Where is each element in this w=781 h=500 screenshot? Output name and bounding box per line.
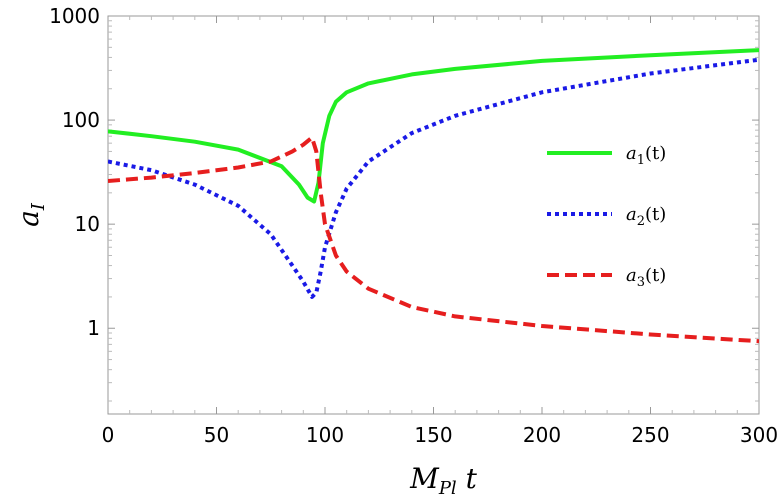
series-line-3 bbox=[108, 135, 759, 344]
x-tick-label: 100 bbox=[306, 423, 344, 447]
legend-label-1: a1(t) bbox=[626, 143, 666, 168]
y-tick-label: 1000 bbox=[49, 4, 100, 28]
y-tick-label: 10 bbox=[75, 212, 100, 236]
x-tick-label: 200 bbox=[523, 423, 561, 447]
series-line-1 bbox=[108, 48, 759, 204]
series-line-2 bbox=[108, 57, 759, 299]
legend-label-3: a3(t) bbox=[626, 265, 666, 290]
x-axis-title: MPl t bbox=[409, 462, 477, 499]
y-tick-label: 1 bbox=[87, 316, 100, 340]
x-tick-label: 50 bbox=[204, 423, 229, 447]
x-tick-label: 300 bbox=[740, 423, 778, 447]
y-tick-label: 100 bbox=[62, 108, 100, 132]
x-tick-label: 150 bbox=[414, 423, 452, 447]
legend-label-2: a2(t) bbox=[626, 204, 666, 229]
y-axis-title: aI bbox=[12, 202, 49, 227]
x-tick-label: 250 bbox=[631, 423, 669, 447]
x-tick-label: 0 bbox=[102, 423, 115, 447]
